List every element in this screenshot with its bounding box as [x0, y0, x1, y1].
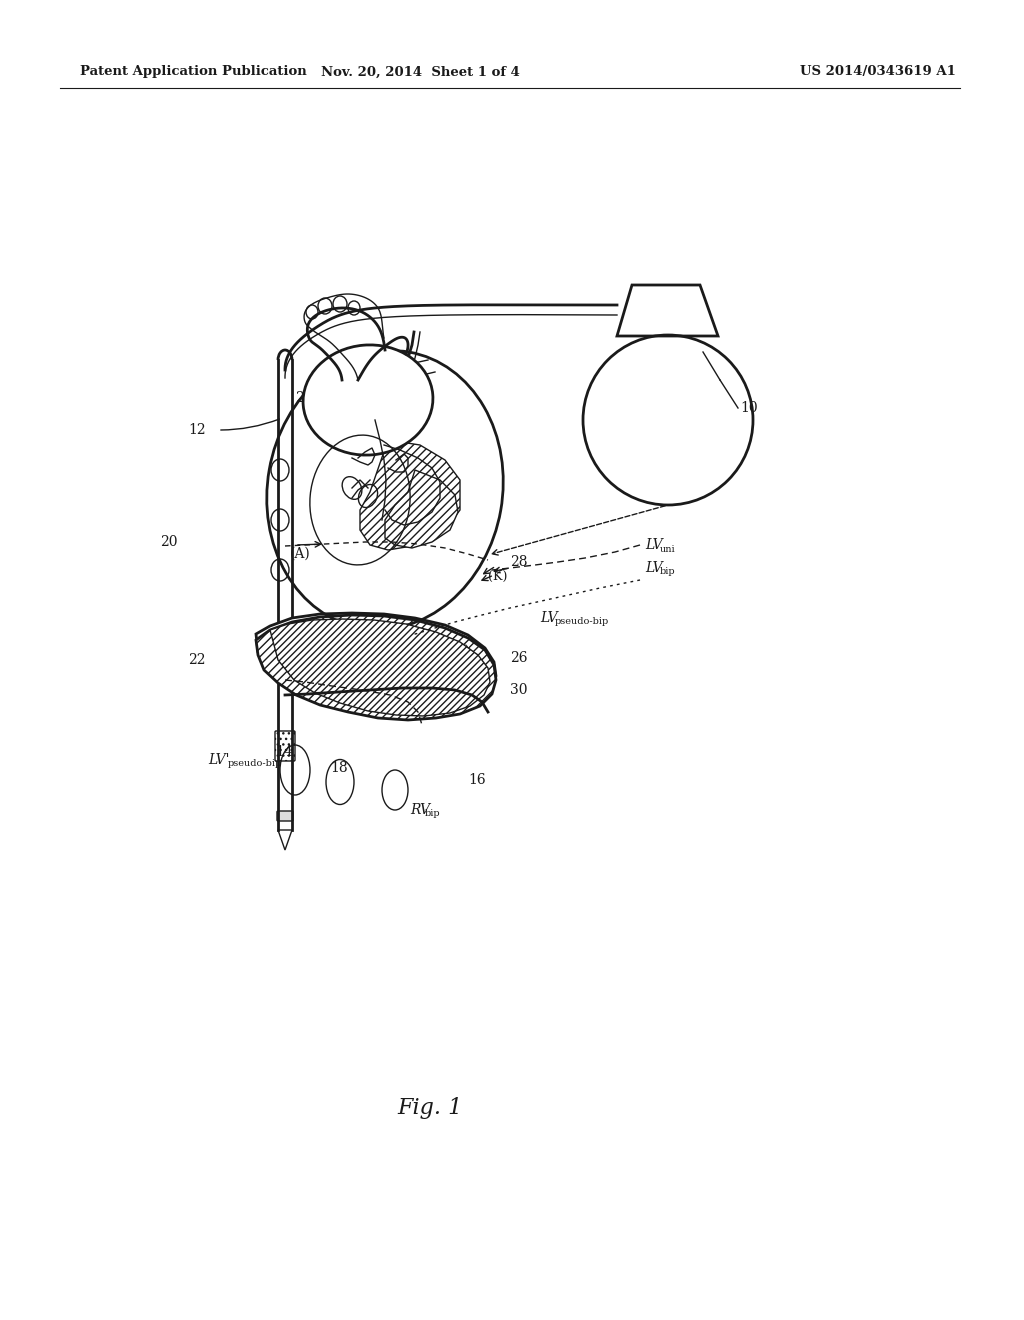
- Polygon shape: [256, 615, 496, 719]
- Text: (K): (K): [450, 644, 469, 656]
- Text: 24: 24: [295, 391, 312, 405]
- Text: LV': LV': [208, 752, 229, 767]
- Text: 22: 22: [188, 653, 206, 667]
- Text: 18: 18: [330, 762, 347, 775]
- Text: bip: bip: [660, 568, 676, 577]
- Text: 14: 14: [275, 744, 293, 759]
- Text: Fig. 1: Fig. 1: [397, 1097, 463, 1119]
- Text: 10: 10: [740, 401, 758, 414]
- Text: (A): (A): [290, 546, 310, 561]
- Text: bip: bip: [425, 809, 440, 818]
- Polygon shape: [360, 440, 460, 550]
- FancyBboxPatch shape: [275, 731, 295, 762]
- Text: RV: RV: [410, 803, 430, 817]
- Text: Patent Application Publication: Patent Application Publication: [80, 66, 307, 78]
- Polygon shape: [256, 612, 496, 718]
- Text: pseudo-bip: pseudo-bip: [555, 618, 609, 627]
- Text: 30: 30: [510, 682, 527, 697]
- FancyBboxPatch shape: [278, 810, 293, 821]
- Text: Nov. 20, 2014  Sheet 1 of 4: Nov. 20, 2014 Sheet 1 of 4: [321, 66, 519, 78]
- Text: 28: 28: [510, 554, 527, 569]
- Text: 16: 16: [468, 774, 485, 787]
- Text: LV: LV: [645, 561, 663, 576]
- Polygon shape: [270, 619, 490, 715]
- Ellipse shape: [303, 345, 433, 455]
- Text: 20: 20: [160, 535, 177, 549]
- Text: LV: LV: [540, 611, 558, 624]
- Text: (K): (K): [488, 569, 507, 582]
- Polygon shape: [385, 470, 458, 548]
- Text: pseudo-bip: pseudo-bip: [228, 759, 283, 768]
- Text: US 2014/0343619 A1: US 2014/0343619 A1: [800, 66, 955, 78]
- Text: LV: LV: [645, 539, 663, 552]
- Text: 26: 26: [510, 651, 527, 665]
- Text: uni: uni: [660, 544, 676, 553]
- Text: 12: 12: [188, 422, 206, 437]
